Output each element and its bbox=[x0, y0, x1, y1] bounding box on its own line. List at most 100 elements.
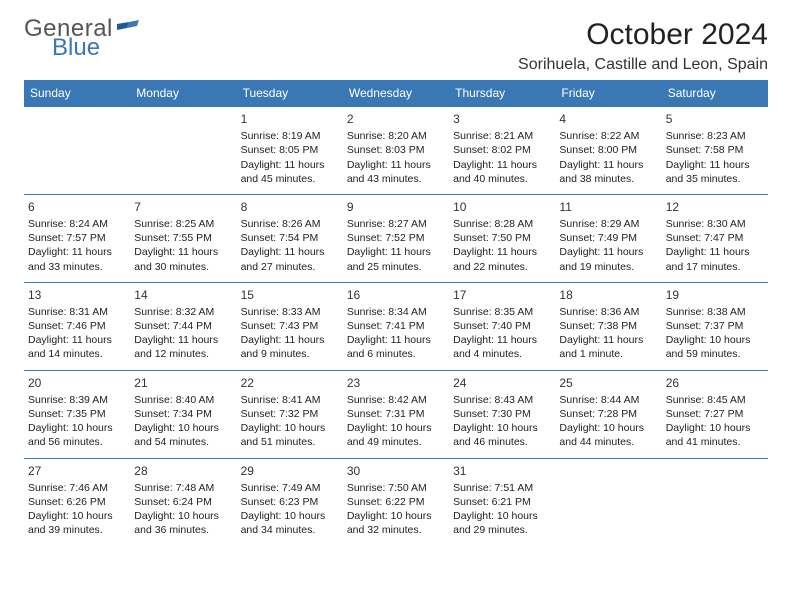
day-number: 20 bbox=[28, 375, 126, 391]
sunset-text: Sunset: 7:50 PM bbox=[453, 231, 551, 245]
daylight-text: Daylight: 10 hours and 41 minutes. bbox=[666, 421, 764, 449]
daylight-text: Daylight: 10 hours and 44 minutes. bbox=[559, 421, 657, 449]
daylight-text: Daylight: 10 hours and 46 minutes. bbox=[453, 421, 551, 449]
sunset-text: Sunset: 7:30 PM bbox=[453, 407, 551, 421]
day-cell bbox=[555, 458, 661, 545]
day-cell: 29Sunrise: 7:49 AMSunset: 6:23 PMDayligh… bbox=[237, 458, 343, 545]
month-title: October 2024 bbox=[518, 18, 768, 52]
day-number: 12 bbox=[666, 199, 764, 215]
sunrise-text: Sunrise: 8:45 AM bbox=[666, 393, 764, 407]
sunrise-text: Sunrise: 8:39 AM bbox=[28, 393, 126, 407]
day-cell: 2Sunrise: 8:20 AMSunset: 8:03 PMDaylight… bbox=[343, 107, 449, 195]
day-number: 24 bbox=[453, 375, 551, 391]
sunset-text: Sunset: 7:49 PM bbox=[559, 231, 657, 245]
daylight-text: Daylight: 11 hours and 43 minutes. bbox=[347, 158, 445, 186]
day-number: 2 bbox=[347, 111, 445, 127]
daylight-text: Daylight: 10 hours and 49 minutes. bbox=[347, 421, 445, 449]
day-number: 10 bbox=[453, 199, 551, 215]
day-number: 13 bbox=[28, 287, 126, 303]
sunset-text: Sunset: 7:28 PM bbox=[559, 407, 657, 421]
sunrise-text: Sunrise: 8:42 AM bbox=[347, 393, 445, 407]
sunset-text: Sunset: 7:58 PM bbox=[666, 143, 764, 157]
daylight-text: Daylight: 11 hours and 35 minutes. bbox=[666, 158, 764, 186]
daylight-text: Daylight: 11 hours and 12 minutes. bbox=[134, 333, 232, 361]
sunset-text: Sunset: 8:05 PM bbox=[241, 143, 339, 157]
day-number: 23 bbox=[347, 375, 445, 391]
day-cell: 23Sunrise: 8:42 AMSunset: 7:31 PMDayligh… bbox=[343, 370, 449, 458]
logo-text-blue: Blue bbox=[52, 37, 139, 60]
day-cell: 8Sunrise: 8:26 AMSunset: 7:54 PMDaylight… bbox=[237, 194, 343, 282]
sunrise-text: Sunrise: 7:49 AM bbox=[241, 481, 339, 495]
day-number: 4 bbox=[559, 111, 657, 127]
week-row: 1Sunrise: 8:19 AMSunset: 8:05 PMDaylight… bbox=[24, 107, 768, 195]
sunrise-text: Sunrise: 8:28 AM bbox=[453, 217, 551, 231]
dow-sunday: Sunday bbox=[24, 80, 130, 107]
sunrise-text: Sunrise: 8:32 AM bbox=[134, 305, 232, 319]
week-row: 27Sunrise: 7:46 AMSunset: 6:26 PMDayligh… bbox=[24, 458, 768, 545]
sunset-text: Sunset: 7:32 PM bbox=[241, 407, 339, 421]
week-row: 6Sunrise: 8:24 AMSunset: 7:57 PMDaylight… bbox=[24, 194, 768, 282]
sunset-text: Sunset: 7:38 PM bbox=[559, 319, 657, 333]
day-cell: 18Sunrise: 8:36 AMSunset: 7:38 PMDayligh… bbox=[555, 282, 661, 370]
daylight-text: Daylight: 10 hours and 29 minutes. bbox=[453, 509, 551, 537]
day-cell: 4Sunrise: 8:22 AMSunset: 8:00 PMDaylight… bbox=[555, 107, 661, 195]
sunset-text: Sunset: 7:57 PM bbox=[28, 231, 126, 245]
sunset-text: Sunset: 7:35 PM bbox=[28, 407, 126, 421]
sunrise-text: Sunrise: 7:51 AM bbox=[453, 481, 551, 495]
day-number: 8 bbox=[241, 199, 339, 215]
daylight-text: Daylight: 10 hours and 54 minutes. bbox=[134, 421, 232, 449]
day-number: 11 bbox=[559, 199, 657, 215]
sunrise-text: Sunrise: 8:30 AM bbox=[666, 217, 764, 231]
daylight-text: Daylight: 10 hours and 32 minutes. bbox=[347, 509, 445, 537]
day-cell: 21Sunrise: 8:40 AMSunset: 7:34 PMDayligh… bbox=[130, 370, 236, 458]
sunrise-text: Sunrise: 8:41 AM bbox=[241, 393, 339, 407]
day-number: 31 bbox=[453, 463, 551, 479]
sunrise-text: Sunrise: 8:43 AM bbox=[453, 393, 551, 407]
day-of-week-row: Sunday Monday Tuesday Wednesday Thursday… bbox=[24, 80, 768, 107]
day-number: 21 bbox=[134, 375, 232, 391]
day-cell: 5Sunrise: 8:23 AMSunset: 7:58 PMDaylight… bbox=[662, 107, 768, 195]
sunrise-text: Sunrise: 8:36 AM bbox=[559, 305, 657, 319]
daylight-text: Daylight: 11 hours and 27 minutes. bbox=[241, 245, 339, 273]
day-number: 7 bbox=[134, 199, 232, 215]
page-header: General Blue October 2024 Sorihuela, Cas… bbox=[24, 18, 768, 74]
daylight-text: Daylight: 11 hours and 4 minutes. bbox=[453, 333, 551, 361]
day-cell: 27Sunrise: 7:46 AMSunset: 6:26 PMDayligh… bbox=[24, 458, 130, 545]
sunset-text: Sunset: 7:47 PM bbox=[666, 231, 764, 245]
sunrise-text: Sunrise: 8:22 AM bbox=[559, 129, 657, 143]
day-cell: 28Sunrise: 7:48 AMSunset: 6:24 PMDayligh… bbox=[130, 458, 236, 545]
day-cell: 20Sunrise: 8:39 AMSunset: 7:35 PMDayligh… bbox=[24, 370, 130, 458]
day-cell: 14Sunrise: 8:32 AMSunset: 7:44 PMDayligh… bbox=[130, 282, 236, 370]
sunrise-text: Sunrise: 8:25 AM bbox=[134, 217, 232, 231]
sunset-text: Sunset: 7:43 PM bbox=[241, 319, 339, 333]
daylight-text: Daylight: 11 hours and 1 minute. bbox=[559, 333, 657, 361]
sunset-text: Sunset: 7:55 PM bbox=[134, 231, 232, 245]
daylight-text: Daylight: 11 hours and 38 minutes. bbox=[559, 158, 657, 186]
dow-monday: Monday bbox=[130, 80, 236, 107]
day-cell: 13Sunrise: 8:31 AMSunset: 7:46 PMDayligh… bbox=[24, 282, 130, 370]
day-number: 1 bbox=[241, 111, 339, 127]
daylight-text: Daylight: 11 hours and 33 minutes. bbox=[28, 245, 126, 273]
sunrise-text: Sunrise: 8:29 AM bbox=[559, 217, 657, 231]
day-cell: 6Sunrise: 8:24 AMSunset: 7:57 PMDaylight… bbox=[24, 194, 130, 282]
sunrise-text: Sunrise: 8:34 AM bbox=[347, 305, 445, 319]
day-cell: 19Sunrise: 8:38 AMSunset: 7:37 PMDayligh… bbox=[662, 282, 768, 370]
daylight-text: Daylight: 10 hours and 36 minutes. bbox=[134, 509, 232, 537]
sunrise-text: Sunrise: 8:24 AM bbox=[28, 217, 126, 231]
sunrise-text: Sunrise: 7:48 AM bbox=[134, 481, 232, 495]
daylight-text: Daylight: 11 hours and 14 minutes. bbox=[28, 333, 126, 361]
sunrise-text: Sunrise: 8:38 AM bbox=[666, 305, 764, 319]
daylight-text: Daylight: 11 hours and 6 minutes. bbox=[347, 333, 445, 361]
day-cell: 30Sunrise: 7:50 AMSunset: 6:22 PMDayligh… bbox=[343, 458, 449, 545]
sunset-text: Sunset: 7:41 PM bbox=[347, 319, 445, 333]
sunrise-text: Sunrise: 8:31 AM bbox=[28, 305, 126, 319]
sunrise-text: Sunrise: 8:40 AM bbox=[134, 393, 232, 407]
logo: General Blue bbox=[24, 18, 139, 60]
day-number: 19 bbox=[666, 287, 764, 303]
day-number: 22 bbox=[241, 375, 339, 391]
day-number: 9 bbox=[347, 199, 445, 215]
day-cell: 12Sunrise: 8:30 AMSunset: 7:47 PMDayligh… bbox=[662, 194, 768, 282]
day-cell: 22Sunrise: 8:41 AMSunset: 7:32 PMDayligh… bbox=[237, 370, 343, 458]
day-cell: 11Sunrise: 8:29 AMSunset: 7:49 PMDayligh… bbox=[555, 194, 661, 282]
day-number: 26 bbox=[666, 375, 764, 391]
